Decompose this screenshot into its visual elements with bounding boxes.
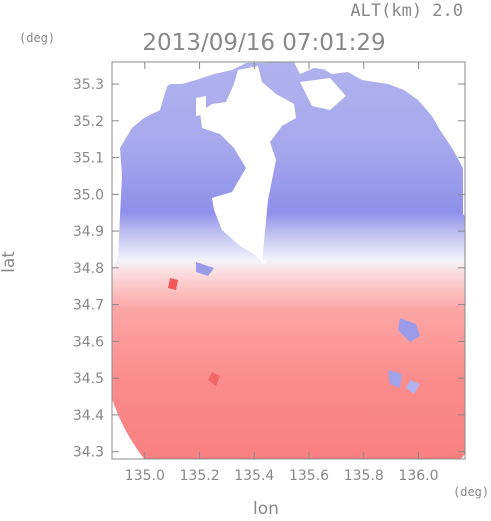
plot-axes: 135.0 135.2 135.4 135.6 135.8 136.0 34.3 34.4 34…	[73, 61, 466, 484]
y-tick-label: 34.9	[73, 224, 104, 240]
y-tick-label: 34.6	[73, 334, 104, 350]
y-tick-label: 35.3	[73, 77, 104, 93]
radar-field	[112, 62, 465, 459]
x-tick-label: 135.0	[125, 468, 165, 484]
x-tick-label: 135.8	[344, 468, 384, 484]
x-axis-label: lon	[253, 499, 279, 519]
plot-frame	[111, 61, 466, 460]
y-axis-label: lat	[0, 251, 19, 273]
y-unit-label: (deg)	[19, 31, 55, 45]
chart-title: 2013/09/16 07:01:29	[142, 30, 385, 56]
y-tick-label: 35.1	[73, 151, 104, 167]
y-tick-label: 35.2	[73, 114, 104, 130]
x-tick-label: 135.4	[234, 468, 274, 484]
y-tick-label: 34.3	[73, 445, 104, 461]
y-tick-label: 34.7	[73, 298, 104, 314]
x-tick-label: 136.0	[398, 468, 438, 484]
velocity-field	[112, 62, 465, 459]
no-data-areas	[116, 62, 346, 262]
y-tick-label: 35.0	[73, 187, 104, 203]
y-tick-label: 34.8	[73, 261, 104, 277]
y-tick-label: 34.4	[73, 408, 104, 424]
radar-site-marker	[261, 259, 267, 265]
strong-echo-cells	[168, 262, 420, 394]
y-tick-label: 34.5	[73, 371, 104, 387]
altitude-label: ALT(km) 2.0	[350, 1, 463, 21]
x-tick-label: 135.2	[180, 468, 220, 484]
x-unit-label: (deg)	[453, 485, 489, 499]
x-tick-label: 135.6	[289, 468, 329, 484]
